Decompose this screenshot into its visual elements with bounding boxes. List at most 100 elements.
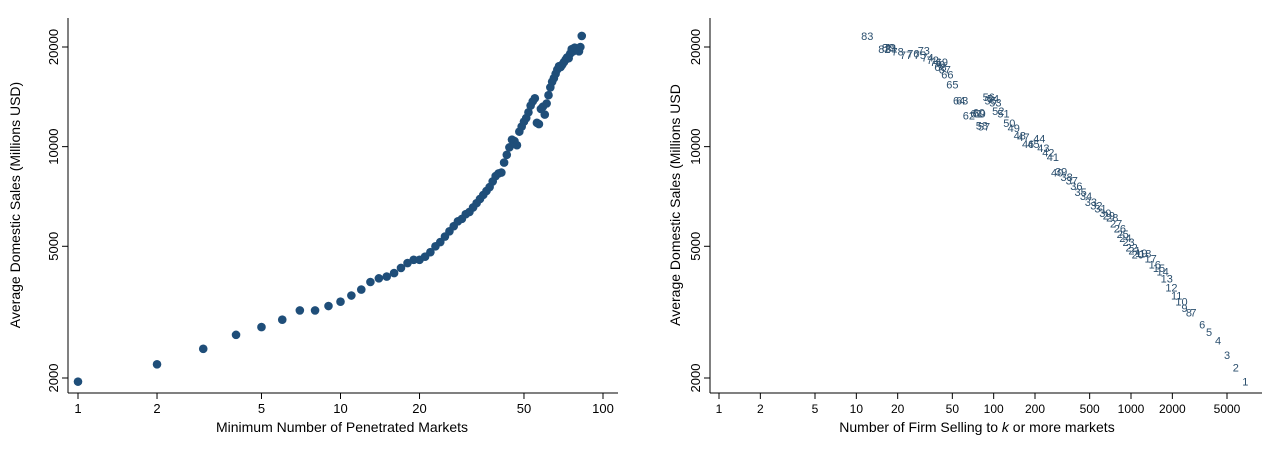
scatter-point [505,143,514,152]
right-x-axis-title-post: or more markets [1013,419,1115,435]
point-label: 55 [984,95,996,107]
point-label: 37 [1066,176,1078,188]
point-label: 21 [1128,246,1140,258]
point-label: 25 [1117,229,1129,241]
scatter-point [524,107,533,117]
point-label: 28 [1106,213,1118,225]
scatter-point [310,306,320,315]
point-label: 52 [992,106,1004,118]
point-label: 82 [878,44,890,56]
scatter-point [534,119,544,129]
left-y-tick-label: 20000 [46,29,61,65]
scatter-point [231,330,241,340]
left-y-tick-label: 10000 [46,129,61,165]
point-label: 29 [1103,210,1115,222]
point-label: 53 [989,97,1001,109]
point-label: 79 [884,42,896,54]
point-label: 16 [1149,260,1161,272]
left-x-tick-label: 2 [153,401,160,416]
point-label: 63 [956,95,968,107]
point-label: 56 [983,92,995,104]
point-label: 42 [1042,148,1054,160]
point-label: 12 [1165,283,1177,295]
point-label: 35 [1075,187,1087,199]
scatter-point [540,110,550,119]
point-label: 50 [1003,118,1015,130]
point-label: 1 [1242,377,1248,389]
right-x-tick-label: 200 [1025,402,1045,416]
point-label: 76 [907,49,919,61]
scatter-point [512,140,522,150]
point-label: 60 [973,107,985,119]
scatter-point [257,322,266,332]
point-label: 70 [933,60,945,72]
point-label: 40 [1051,168,1063,180]
scatter-point [198,344,208,354]
left-x-tick-label: 1 [74,401,81,416]
point-label: 19 [1135,248,1147,260]
right-x-tick-label: 1000 [1118,402,1145,416]
scatter-point [426,247,435,257]
point-label: 7 [1190,308,1196,320]
point-label: 68 [934,62,946,74]
right-x-tick-label: 5 [812,402,819,416]
point-label: 27 [1110,219,1122,231]
point-label: 38 [1061,172,1073,184]
left-x-tick-label: 100 [592,401,614,416]
point-label: 5 [1206,327,1212,339]
point-label: 44 [1033,133,1045,145]
right-y-tick-label: 20000 [688,29,703,65]
left-y-tick-label: 5000 [46,232,61,261]
point-label: 18 [1139,248,1151,260]
point-label: 33 [1085,197,1097,209]
point-label: 20 [1132,250,1144,262]
point-label: 23 [1122,237,1134,249]
point-label: 46 [1022,139,1034,151]
point-label: 77 [900,50,912,62]
right-x-tick-label: 10 [850,402,864,416]
right-x-tick-label: 5000 [1214,402,1241,416]
scatter-point [389,268,399,278]
point-label: 78 [892,46,904,58]
scatter-point [502,150,512,160]
point-label: 73 [918,46,930,58]
right-x-tick-label: 100 [984,402,1004,416]
point-label: 62 [963,111,975,123]
scatter-point [530,93,540,103]
point-label: 67 [939,65,951,77]
right-x-tick-label: 50 [946,402,960,416]
point-label: 57 [978,122,990,134]
scatter-point [324,301,333,311]
left-x-tick-label: 5 [258,401,265,416]
point-label: 48 [1014,131,1026,143]
point-label: 26 [1114,224,1126,236]
scatter-point [382,272,392,281]
point-label: 66 [941,70,953,82]
point-label: 54 [987,93,999,105]
right-x-tick-label: 500 [1080,402,1100,416]
point-label: 69 [936,57,948,69]
scatter-point [152,359,162,369]
left-x-tick-label: 10 [333,401,347,416]
point-label: 14 [1157,266,1169,278]
right-x-tick-label: 1 [716,402,723,416]
point-label: 32 [1090,200,1102,212]
right-x-tick-label: 2000 [1159,402,1186,416]
point-label: 24 [1119,233,1131,245]
point-label: 9 [1181,303,1187,315]
scatter-point [499,158,509,167]
point-label: 8 [1186,308,1192,320]
left-x-axis-title: Minimum Number of Penetrated Markets [216,419,468,435]
point-label: 11 [1171,291,1182,303]
point-label: 43 [1037,143,1049,155]
point-label: 51 [997,108,1009,120]
point-label: 31 [1094,204,1106,216]
point-label: 83 [861,31,873,43]
point-label: 71 [930,57,942,69]
scatter-point [542,99,551,108]
point-label: 34 [1080,191,1092,203]
point-label: 36 [1070,181,1082,193]
scatter-point [497,168,506,177]
